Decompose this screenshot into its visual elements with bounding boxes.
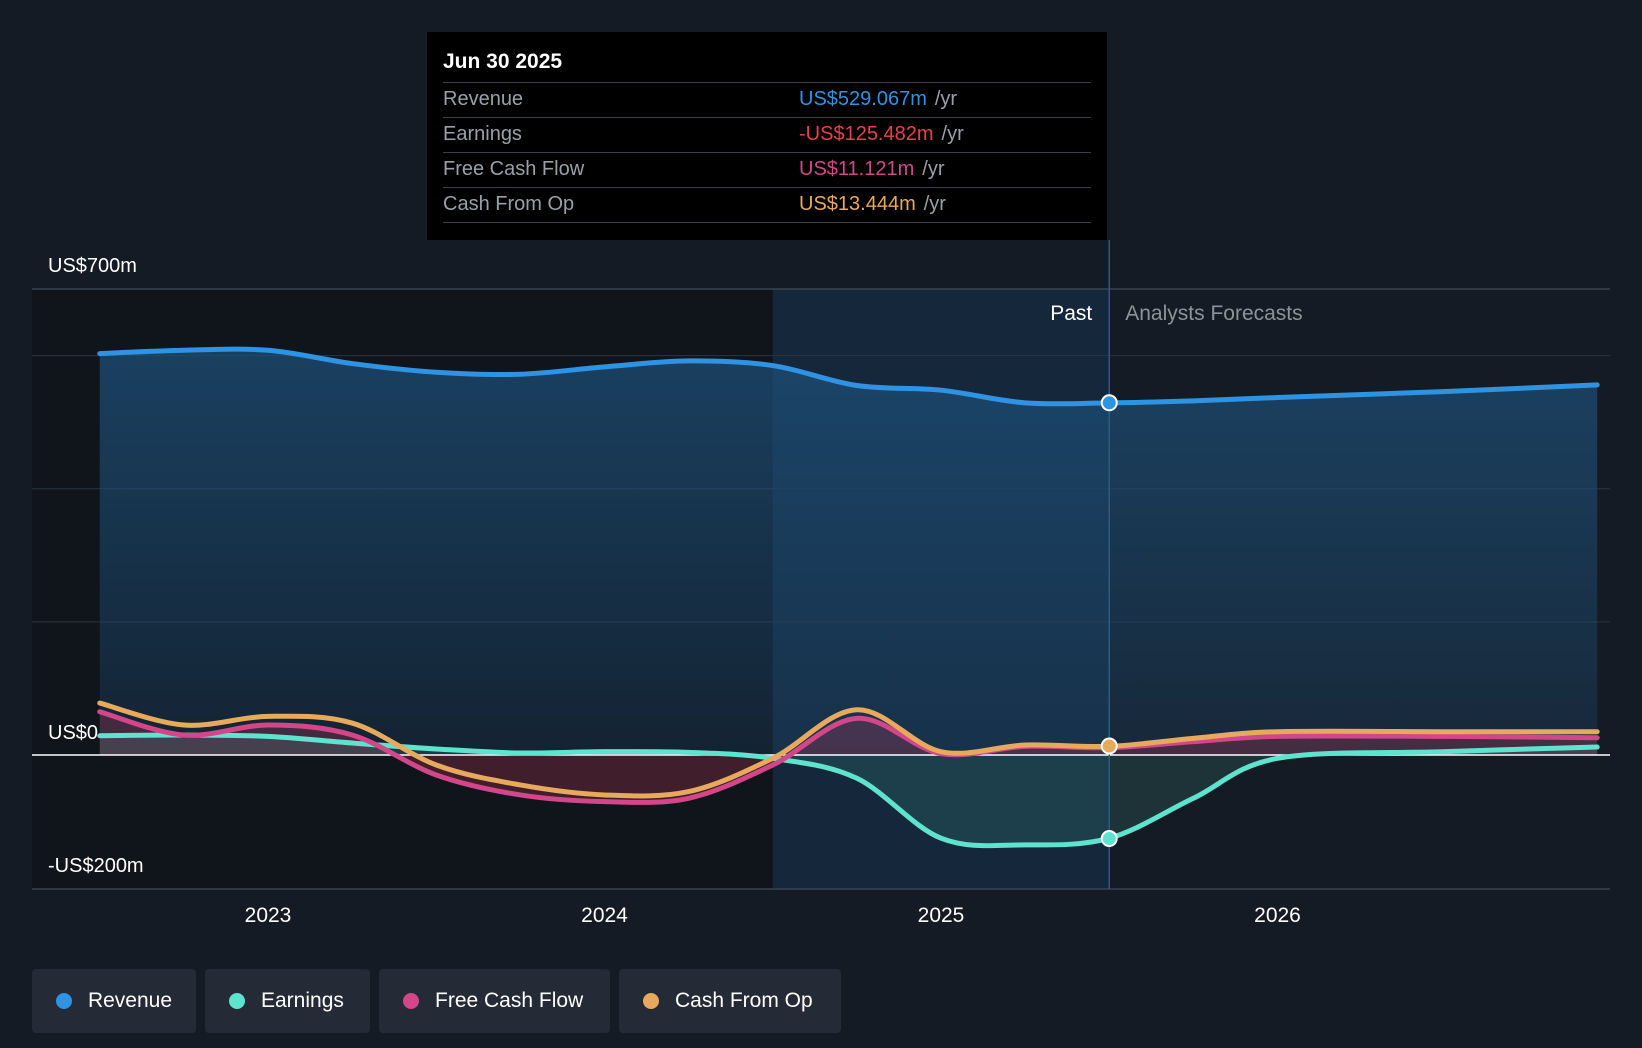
cash-from-op-line [97, 700, 1600, 799]
tooltip-unit: /yr [941, 123, 964, 145]
y-label-zero: US$0 [48, 722, 98, 744]
legend-dot-icon [403, 993, 419, 1009]
legend-label: Revenue [87, 989, 172, 1012]
tooltip-label: Revenue [443, 88, 524, 110]
tooltip-unit: /yr [922, 158, 945, 180]
tooltip-value: US$13.444m [799, 193, 916, 215]
legend-label: Earnings [261, 989, 344, 1012]
earnings-line [97, 732, 1600, 849]
revenue-highlight-point [1100, 394, 1118, 412]
legend-item-free-cash-flow[interactable]: Free Cash Flow [379, 969, 610, 1033]
free-cash-flow-line [97, 709, 1600, 805]
x-tick-label: 2026 [1254, 904, 1301, 927]
tooltip-row-free-cash-flow: Free Cash Flow US$11.121m /yr [443, 153, 1091, 188]
past-label: Past [1050, 302, 1092, 325]
cash-from-op-highlight-point [1100, 737, 1118, 755]
legend-dot-icon [229, 993, 245, 1009]
tooltip-value: US$529.067m [799, 88, 927, 110]
forecast-label: Analysts Forecasts [1125, 302, 1302, 325]
y-label-bottom: -US$200m [48, 855, 144, 877]
tooltip-unit: /yr [923, 193, 946, 215]
x-tick-label: 2025 [918, 904, 965, 927]
tooltip: Jun 30 2025 Revenue US$529.067m /yr Earn… [427, 32, 1107, 240]
revenue-line [97, 346, 1600, 407]
legend-dot-icon [56, 993, 72, 1009]
legend-item-cash-from-op[interactable]: Cash From Op [619, 969, 841, 1033]
tooltip-label: Earnings [443, 123, 522, 145]
x-tick-label: 2023 [245, 904, 292, 927]
tooltip-value: US$11.121m [799, 158, 915, 180]
tooltip-row-earnings: Earnings -US$125.482m /yr [443, 118, 1091, 153]
legend-label: Free Cash Flow [435, 989, 584, 1012]
legend-item-revenue[interactable]: Revenue [32, 969, 196, 1033]
tooltip-label: Free Cash Flow [443, 158, 585, 180]
tooltip-unit: /yr [934, 88, 958, 110]
earnings-highlight-point [1100, 830, 1118, 848]
legend-label: Cash From Op [675, 989, 813, 1012]
free-cash-flow-area [99, 711, 1598, 803]
legend-item-earnings[interactable]: Earnings [205, 969, 370, 1033]
tooltip-label: Cash From Op [443, 193, 575, 215]
legend: Revenue Earnings Free Cash Flow Cash Fro… [32, 969, 841, 1033]
tooltip-value: -US$125.482m [799, 123, 934, 145]
tooltip-row-revenue: Revenue US$529.067m /yr [443, 83, 1091, 118]
tooltip-row-cash-from-op: Cash From Op US$13.444m /yr [443, 188, 1091, 223]
tooltip-date: Jun 30 2025 [443, 46, 1091, 83]
x-tick-label: 2024 [581, 904, 628, 927]
legend-dot-icon [643, 993, 659, 1009]
earnings-area [99, 735, 1598, 846]
revenue-area [99, 349, 1598, 755]
y-label-top: US$700m [48, 255, 137, 277]
